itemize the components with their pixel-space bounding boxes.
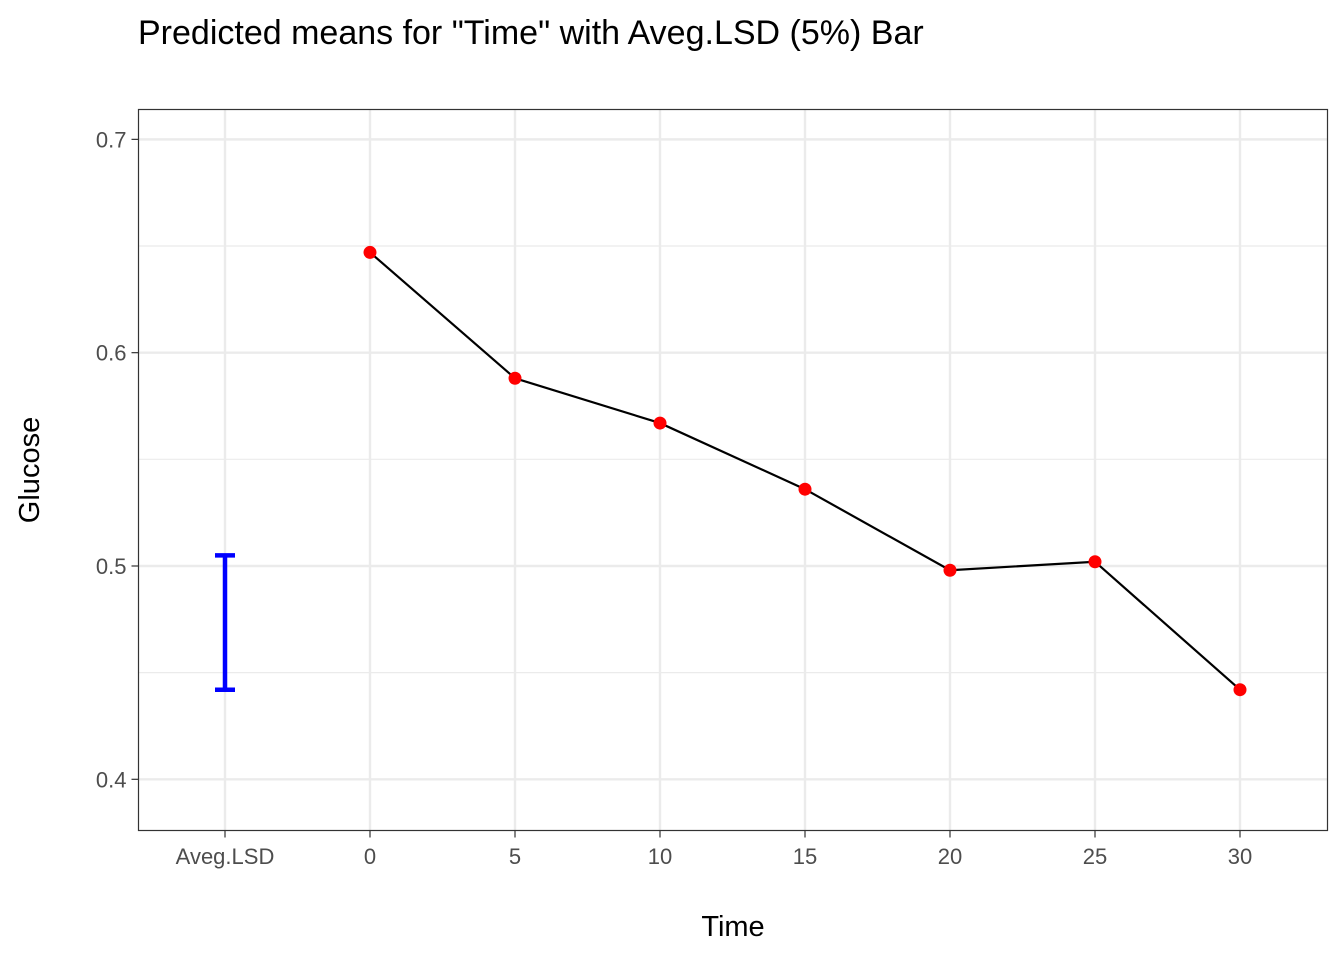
x-tick-label: 15: [793, 844, 817, 869]
panel-border: [137, 108, 1329, 832]
x-axis-title: Time: [701, 911, 764, 943]
data-point: [943, 563, 957, 577]
x-tick-label: 5: [509, 844, 521, 869]
lsd-bar-group: [215, 553, 235, 692]
data-point: [798, 482, 812, 496]
data-points: [363, 245, 1247, 697]
data-point: [363, 245, 377, 259]
data-point: [508, 371, 522, 385]
x-tick-label: 20: [938, 844, 962, 869]
x-tick-label: Aveg.LSD: [176, 844, 275, 869]
data-point: [1233, 683, 1247, 697]
y-tick-label: 0.7: [96, 127, 127, 152]
y-axis-title: Glucose: [14, 417, 46, 523]
chart-title: Predicted means for "Time" with Aveg.LSD…: [138, 14, 924, 52]
data-point: [1088, 555, 1102, 569]
x-tick-label: 10: [648, 844, 672, 869]
x-tick-label: 25: [1083, 844, 1107, 869]
y-tick-label: 0.6: [96, 341, 127, 366]
x-tick-label: 0: [364, 844, 376, 869]
x-axis-ticks: Aveg.LSD 0 5 10 15 20 25 30: [176, 830, 1252, 869]
y-tick-label: 0.5: [96, 554, 127, 579]
grid: [138, 109, 1328, 831]
y-tick-label: 0.4: [96, 767, 127, 792]
y-axis-ticks: 0.4 0.5 0.6 0.7: [96, 127, 139, 792]
data-point: [653, 416, 667, 430]
x-tick-label: 30: [1228, 844, 1252, 869]
